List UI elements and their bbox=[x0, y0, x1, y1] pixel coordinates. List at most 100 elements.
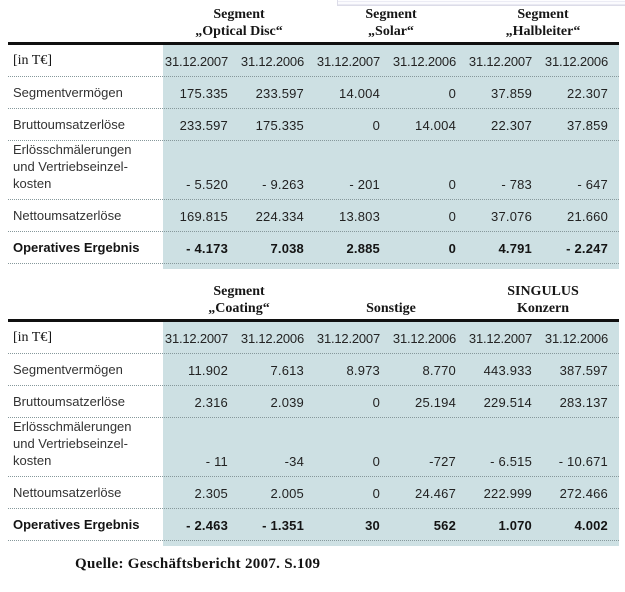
value-cell: 7.613 bbox=[270, 363, 304, 378]
segment-table-1: Segment „Optical Disc“ Segment „Solar“ Segme… bbox=[8, 0, 619, 269]
value-cell: - 6.515 bbox=[490, 454, 532, 469]
value-cell: - 5.520 bbox=[186, 177, 228, 192]
column-group-title-line1: SINGULUS bbox=[507, 284, 579, 299]
table-row: Segmentvermögen 11.902 7.613 8.973 8.770 443.… bbox=[8, 354, 619, 386]
value-cell: 0 bbox=[372, 395, 380, 410]
column-group-title-line2: Sonstige bbox=[366, 301, 416, 316]
value-cell: - 9.263 bbox=[262, 177, 304, 192]
value-cell: 0 bbox=[448, 209, 456, 224]
value-cell: - 2.247 bbox=[566, 241, 608, 256]
cropped-ui-remnant bbox=[337, 0, 625, 6]
header-rule bbox=[8, 42, 619, 45]
value-cell: 4.791 bbox=[498, 241, 532, 256]
date-header-row: [in T€] 31.12.2007 31.12.2006 31.12.2007 31.… bbox=[8, 45, 619, 77]
value-cell: 169.815 bbox=[179, 209, 228, 224]
column-group-3: SINGULUS Konzern bbox=[467, 283, 619, 319]
value-cell: 2.005 bbox=[270, 486, 304, 501]
value-cell: - 10.671 bbox=[558, 454, 608, 469]
value-cell: 387.597 bbox=[559, 363, 608, 378]
date-header: 31.12.2006 bbox=[392, 54, 456, 69]
column-group-header-row: Segment „Optical Disc“ Segment „Solar“ Segme… bbox=[8, 6, 619, 42]
value-cell: 30 bbox=[365, 518, 380, 533]
value-cell: 14.004 bbox=[339, 86, 380, 101]
row-label: Segmentvermögen bbox=[13, 85, 123, 100]
column-group-title-line2: „Halbleiter“ bbox=[505, 24, 581, 39]
table-row: Segmentvermögen 175.335 233.597 14.004 0 37.8… bbox=[8, 77, 619, 109]
value-cell: 222.999 bbox=[483, 486, 532, 501]
value-cell: 7.038 bbox=[270, 241, 304, 256]
date-header: 31.12.2007 bbox=[316, 54, 380, 69]
value-cell: - 201 bbox=[349, 177, 380, 192]
value-cell: - 647 bbox=[577, 177, 608, 192]
date-header: 31.12.2006 bbox=[544, 54, 608, 69]
column-group-title-line2: Konzern bbox=[516, 301, 570, 316]
value-cell: 283.137 bbox=[559, 395, 608, 410]
unit-label: [in T€] bbox=[13, 330, 53, 345]
table-row: Operatives Ergebnis - 4.173 7.038 2.885 0 4.7… bbox=[8, 232, 619, 264]
value-cell: 0 bbox=[372, 486, 380, 501]
column-group-title-line2: „Solar“ bbox=[368, 24, 414, 39]
date-header: 31.12.2006 bbox=[392, 331, 456, 346]
value-cell: 21.660 bbox=[567, 209, 608, 224]
row-label: Erlösschmälerungen und Vertriebseinzel- … bbox=[13, 142, 132, 191]
row-label: Erlösschmälerungen und Vertriebseinzel- … bbox=[13, 419, 132, 468]
value-cell: 37.859 bbox=[491, 86, 532, 101]
value-cell: 37.076 bbox=[491, 209, 532, 224]
date-header: 31.12.2007 bbox=[468, 54, 532, 69]
date-header: 31.12.2007 bbox=[316, 331, 380, 346]
date-header-row: [in T€] 31.12.2007 31.12.2006 31.12.2007 31.… bbox=[8, 322, 619, 354]
column-group-1: Segment „Optical Disc“ bbox=[163, 6, 315, 42]
value-cell: 562 bbox=[433, 518, 456, 533]
row-label: Bruttoumsatzerlöse bbox=[13, 117, 125, 132]
date-header: 31.12.2006 bbox=[240, 331, 304, 346]
table-rows: [in T€] 31.12.2007 31.12.2006 31.12.2007 31.… bbox=[8, 322, 619, 546]
table-row: Erlösschmälerungen und Vertriebseinzel- … bbox=[8, 141, 619, 200]
value-cell: 229.514 bbox=[483, 395, 532, 410]
row-label: Nettoumsatzerlöse bbox=[13, 208, 122, 223]
table-row: Nettoumsatzerlöse 2.305 2.005 0 24.467 222.99… bbox=[8, 477, 619, 509]
row-label: Segmentvermögen bbox=[13, 362, 123, 377]
value-cell: 233.597 bbox=[255, 86, 304, 101]
value-cell: - 783 bbox=[501, 177, 532, 192]
value-cell: 224.334 bbox=[255, 209, 304, 224]
value-cell: 0 bbox=[372, 118, 380, 133]
column-group-title-line1: Segment bbox=[213, 284, 265, 299]
table-row: Operatives Ergebnis - 2.463 - 1.351 30 562 1.… bbox=[8, 509, 619, 541]
value-cell: 2.316 bbox=[194, 395, 228, 410]
column-group-3: Segment „Halbleiter“ bbox=[467, 6, 619, 42]
unit-label: [in T€] bbox=[13, 53, 53, 68]
value-cell: 14.004 bbox=[415, 118, 456, 133]
column-group-title-line2: „Coating“ bbox=[208, 301, 270, 316]
value-cell: - 4.173 bbox=[186, 241, 228, 256]
column-group-2: Segment „Solar“ bbox=[315, 6, 467, 42]
value-cell: 8.973 bbox=[346, 363, 380, 378]
value-cell: 2.885 bbox=[346, 241, 380, 256]
header-rule bbox=[8, 319, 619, 322]
table-row: Erlösschmälerungen und Vertriebseinzel- … bbox=[8, 418, 619, 477]
value-cell: 175.335 bbox=[255, 118, 304, 133]
value-cell: 13.803 bbox=[339, 209, 380, 224]
value-cell: 2.305 bbox=[194, 486, 228, 501]
source-caption: Quelle: Geschäftsbericht 2007. S.109 bbox=[75, 556, 321, 572]
column-group-title-line1: Segment bbox=[213, 7, 265, 22]
value-cell: 11.902 bbox=[188, 363, 228, 378]
value-cell: 443.933 bbox=[483, 363, 532, 378]
column-group-1: Segment „Coating“ bbox=[163, 283, 315, 319]
column-group-header-row: Segment „Coating“ Sonstige SINGULUS Konzern bbox=[8, 283, 619, 319]
row-label: Bruttoumsatzerlöse bbox=[13, 394, 125, 409]
value-cell: 0 bbox=[448, 241, 456, 256]
table-row: Nettoumsatzerlöse 169.815 224.334 13.803 0 37… bbox=[8, 200, 619, 232]
value-cell: - 1.351 bbox=[262, 518, 304, 533]
row-label: Operatives Ergebnis bbox=[13, 517, 140, 532]
value-cell: 22.307 bbox=[491, 118, 532, 133]
value-cell: -34 bbox=[284, 454, 304, 469]
value-cell: - 11 bbox=[205, 454, 228, 469]
table-rows: [in T€] 31.12.2007 31.12.2006 31.12.2007 31.… bbox=[8, 45, 619, 269]
value-cell: 272.466 bbox=[559, 486, 608, 501]
value-cell: 24.467 bbox=[415, 486, 456, 501]
table-row: Bruttoumsatzerlöse 233.597 175.335 0 14.004 2… bbox=[8, 109, 619, 141]
value-cell: 4.002 bbox=[574, 518, 608, 533]
row-label: Operatives Ergebnis bbox=[13, 240, 140, 255]
column-group-title-line1: Segment bbox=[365, 7, 417, 22]
